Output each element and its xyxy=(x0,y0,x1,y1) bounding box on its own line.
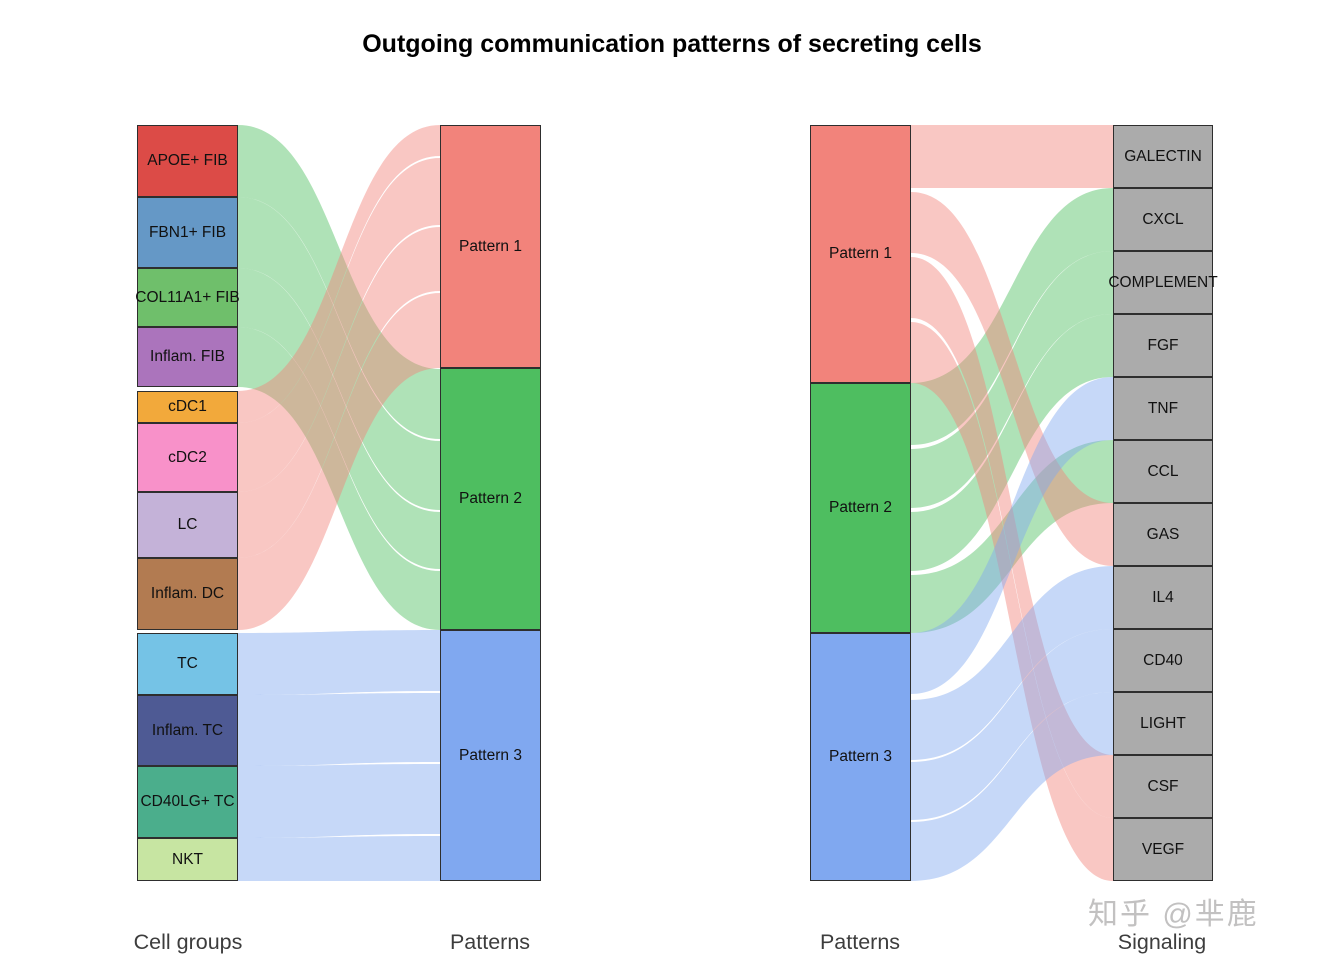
watermark: 知乎 @芈鹿 xyxy=(1088,898,1259,931)
node-label-nkt: NKT xyxy=(172,850,203,868)
flow-inflam-tc-to-pattern-3 xyxy=(238,693,440,766)
node-label-pattern-3: Pattern 3 xyxy=(459,746,522,764)
node-apoe-fib: APOE+ FIB xyxy=(137,125,238,197)
node-label-vegf: VEGF xyxy=(1141,840,1185,858)
flow-pattern-3-to-il4 xyxy=(911,566,1113,760)
node-cdc2: cDC2 xyxy=(137,423,238,492)
flow-cdc2-to-pattern-1 xyxy=(238,158,440,492)
flow-nkt-to-pattern-3 xyxy=(238,836,440,881)
node-label-tnf: TNF xyxy=(1147,399,1179,417)
node-ccl: CCL xyxy=(1113,440,1213,503)
node-pattern-3: Pattern 3 xyxy=(810,633,911,881)
node-complement: COMPLEMENT xyxy=(1108,251,1218,314)
flow-pattern-1-to-gas xyxy=(911,192,1113,566)
node-lc: LC xyxy=(137,492,238,558)
node-fbn1-fib: FBN1+ FIB xyxy=(137,197,238,268)
node-label-cdc1: cDC1 xyxy=(168,398,207,415)
node-label-light: LIGHT xyxy=(1140,714,1186,732)
node-label-pattern-2: Pattern 2 xyxy=(459,490,522,507)
flow-pattern-3-to-light xyxy=(911,692,1113,881)
node-label-lc: LC xyxy=(177,516,198,533)
node-label-inflam-dc: Inflam. DC xyxy=(150,585,225,602)
flow-cdc1-to-pattern-1 xyxy=(238,125,440,423)
node-label-complement: COMPLEMENT xyxy=(1108,273,1218,291)
node-inflam-tc: Inflam. TC xyxy=(137,695,238,766)
flow-pattern-1-to-vegf xyxy=(911,322,1113,881)
node-pattern-3: Pattern 3 xyxy=(440,630,541,881)
node-pattern-2: Pattern 2 xyxy=(810,383,911,633)
flow-pattern-2-to-complement xyxy=(911,251,1113,508)
node-label-csf: CSF xyxy=(1147,777,1179,795)
node-label-pattern-2: Pattern 2 xyxy=(829,499,892,516)
flow-pattern-2-to-fgf xyxy=(911,314,1113,571)
node-tnf: TNF xyxy=(1113,377,1213,440)
node-cdc1: cDC1 xyxy=(137,391,238,423)
flow-cd40lg-tc-to-pattern-3 xyxy=(238,764,440,838)
node-cd40lg-tc: CD40LG+ TC xyxy=(137,766,238,838)
node-pattern-1: Pattern 1 xyxy=(810,125,911,383)
flow-fbn1-fib-to-pattern-2 xyxy=(238,197,440,510)
flow-inflam-dc-to-pattern-1 xyxy=(238,293,440,630)
node-label-galectin: GALECTIN xyxy=(1124,147,1202,165)
flow-inflam-fib-to-pattern-2 xyxy=(238,327,440,630)
flow-pattern-3-to-tnf xyxy=(911,377,1113,694)
axis-label-cell-groups: Cell groups xyxy=(133,930,243,954)
node-label-il4: IL4 xyxy=(1152,588,1174,606)
axis-label-signaling: Signaling xyxy=(1117,930,1207,954)
node-vegf: VEGF xyxy=(1113,818,1213,881)
node-label-gas: GAS xyxy=(1146,525,1180,543)
node-label-cd40lg-tc: CD40LG+ TC xyxy=(140,793,235,810)
node-fgf: FGF xyxy=(1113,314,1213,377)
node-pattern-2: Pattern 2 xyxy=(440,368,541,630)
flow-col11a1-fib-to-pattern-2 xyxy=(238,268,440,569)
node-cd40: CD40 xyxy=(1113,629,1213,692)
flow-pattern-1-to-galectin xyxy=(911,125,1113,188)
node-tc: TC xyxy=(137,633,238,695)
node-label-tc: TC xyxy=(177,655,198,672)
flow-apoe-fib-to-pattern-2 xyxy=(238,125,440,439)
node-label-inflam-tc: Inflam. TC xyxy=(151,721,224,739)
node-label-cxcl: CXCL xyxy=(1142,210,1184,228)
node-il4: IL4 xyxy=(1113,566,1213,629)
node-label-inflam-fib: Inflam. FIB xyxy=(150,348,225,365)
node-label-cd40: CD40 xyxy=(1143,651,1183,669)
node-gas: GAS xyxy=(1113,503,1213,566)
node-galectin: GALECTIN xyxy=(1113,125,1213,188)
node-inflam-fib: Inflam. FIB xyxy=(137,327,238,387)
node-pattern-1: Pattern 1 xyxy=(440,125,541,368)
axis-label-patterns-left: Patterns xyxy=(449,930,531,954)
node-label-fgf: FGF xyxy=(1147,336,1179,354)
flow-tc-to-pattern-3 xyxy=(238,630,440,695)
node-light: LIGHT xyxy=(1113,692,1213,755)
flow-lc-to-pattern-1 xyxy=(238,227,440,558)
node-csf: CSF xyxy=(1113,755,1213,818)
flow-pattern-1-to-csf xyxy=(911,257,1113,818)
flow-pattern-2-to-ccl xyxy=(911,440,1113,633)
flow-pattern-3-to-cd40 xyxy=(911,629,1113,820)
axis-label-patterns-right: Patterns xyxy=(819,930,901,954)
node-label-col11a1-fib: COL11A1+ FIB xyxy=(135,288,240,306)
chart-title: Outgoing communication patterns of secre… xyxy=(362,30,982,58)
node-nkt: NKT xyxy=(137,838,238,881)
node-label-pattern-1: Pattern 1 xyxy=(829,245,892,262)
node-label-ccl: CCL xyxy=(1147,462,1179,480)
node-col11a1-fib: COL11A1+ FIB xyxy=(135,268,240,327)
node-label-cdc2: cDC2 xyxy=(168,448,207,466)
node-label-apoe-fib: APOE+ FIB xyxy=(147,152,228,169)
node-label-pattern-3: Pattern 3 xyxy=(829,748,892,765)
node-label-pattern-1: Pattern 1 xyxy=(459,237,522,255)
node-inflam-dc: Inflam. DC xyxy=(137,558,238,630)
node-label-fbn1-fib: FBN1+ FIB xyxy=(148,223,227,241)
flow-pattern-2-to-cxcl xyxy=(911,188,1113,445)
node-cxcl: CXCL xyxy=(1113,188,1213,251)
